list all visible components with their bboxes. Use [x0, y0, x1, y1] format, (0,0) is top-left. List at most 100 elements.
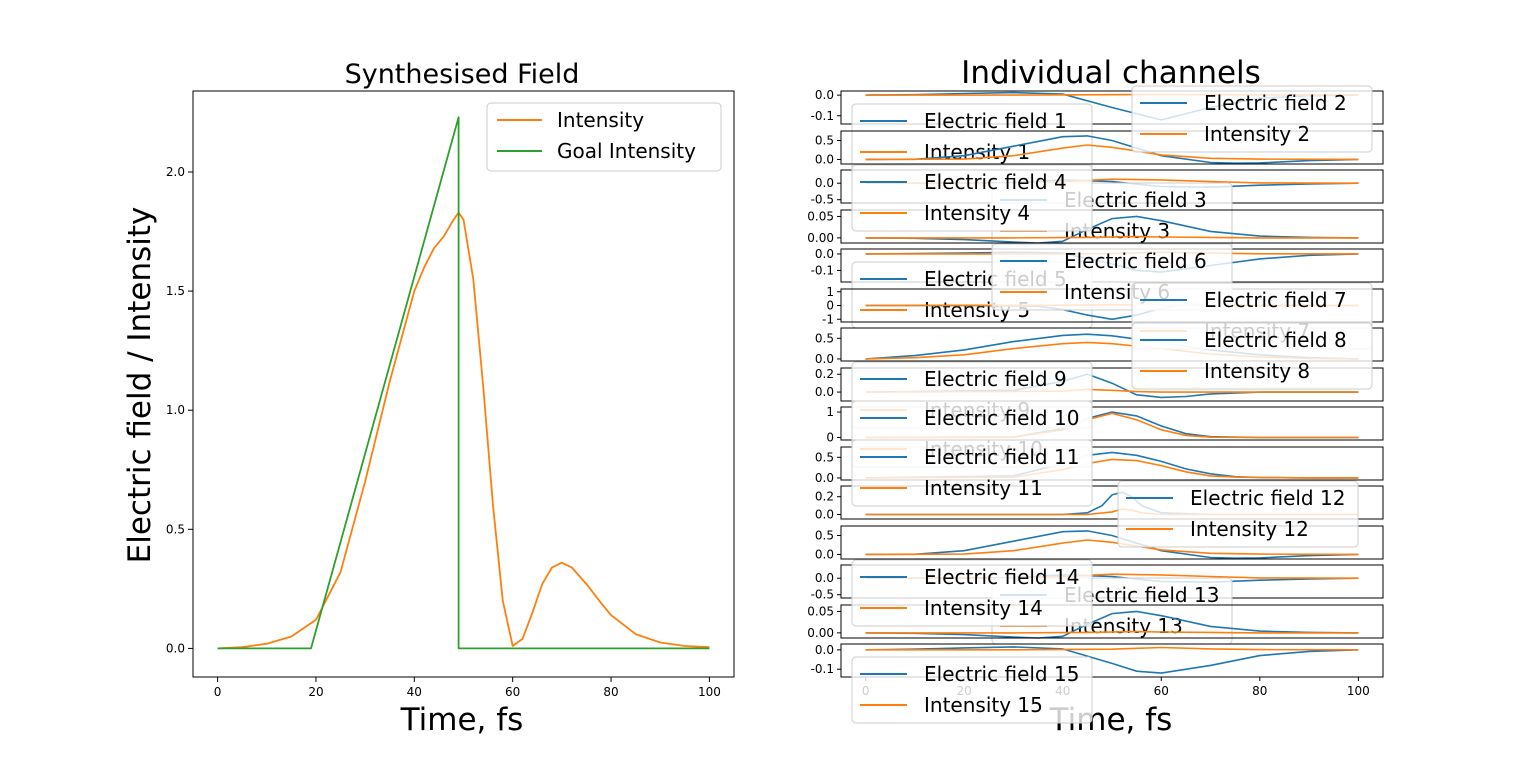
- channel-frame-4: [840, 209, 1384, 244]
- legend-box: [1117, 480, 1359, 548]
- series-line-0: [217, 211, 710, 650]
- y-tick-label: 0.2: [815, 367, 834, 381]
- channel-frame-2: [840, 130, 1384, 165]
- x-tick-label: 60: [505, 685, 520, 699]
- left-legend-box: [486, 102, 722, 172]
- y-tick-label: -0.5: [811, 193, 834, 207]
- channel-14: 0.05 0.00: [807, 604, 1384, 640]
- series-line-1: [217, 116, 710, 650]
- y-tick-label: 0: [826, 430, 834, 444]
- legend-label-efield: Electric field 12: [1190, 486, 1345, 510]
- intensity-line-12: [865, 539, 1359, 556]
- y-tick-label: 0.00: [807, 231, 834, 245]
- y-tick-label: 0.5: [166, 522, 185, 536]
- y-tick-label: 0.0: [815, 571, 834, 585]
- y-tick-label: -0.1: [811, 662, 834, 676]
- y-tick-label: 0.05: [807, 604, 834, 618]
- legend-box: [851, 559, 1093, 627]
- channel-frame-14: [840, 604, 1384, 639]
- legend-box: [1131, 85, 1373, 153]
- channel-legend-15: Electric field 15 Intensity 15: [851, 656, 1093, 724]
- intensity-line-4: [865, 235, 1359, 239]
- legend-label-efield: Electric field 15: [924, 662, 1079, 686]
- legend-box: [1131, 322, 1373, 390]
- y-tick-label: 0.2: [815, 490, 834, 504]
- channel-8: 0.20.0: [815, 367, 1384, 402]
- intensity-line-14: [865, 630, 1359, 634]
- y-tick-label: 0.5: [815, 331, 834, 345]
- channel-frame-8: [840, 367, 1384, 402]
- y-tick-label: 0.0: [815, 352, 834, 366]
- left-chart-ylabel: Electric field / Intensity: [122, 207, 158, 564]
- intensity-line-2: [865, 144, 1359, 161]
- x-tick-label: 80: [1252, 684, 1267, 698]
- legend-label-intensity: Intensity 4: [924, 201, 1030, 225]
- left-plot-frame: [192, 90, 735, 678]
- legend-box: [851, 656, 1093, 724]
- x-tick-label: 20: [308, 685, 323, 699]
- channel-legend-12: Electric field 12 Intensity 12: [1117, 480, 1359, 548]
- channel-2: 0.50.0: [815, 130, 1384, 166]
- legend-box: [851, 164, 1093, 232]
- channel-legend-2: Electric field 2 Intensity 2: [1131, 85, 1373, 153]
- legend-label-efield: Electric field 6: [1064, 249, 1207, 273]
- legend-label-efield: Electric field 10: [924, 406, 1079, 430]
- y-tick-label: -0.1: [811, 263, 834, 277]
- channel-legend-4: Electric field 4 Intensity 4: [851, 164, 1093, 232]
- left-chart-xlabel: Time, fs: [400, 702, 524, 738]
- y-tick-label: 0.0: [815, 643, 834, 657]
- legend-label-intensity: Intensity 11: [924, 476, 1043, 500]
- legend-label-intensity: Intensity 12: [1190, 517, 1309, 541]
- x-tick-label: 100: [698, 685, 721, 699]
- y-tick-label: 0.0: [815, 508, 834, 522]
- legend-label-efield: Electric field 14: [924, 565, 1079, 589]
- y-tick-label: 2.0: [166, 165, 185, 179]
- y-tick-label: 0.0: [815, 385, 834, 399]
- y-tick-label: 0.0: [815, 547, 834, 561]
- y-tick-label: 0.0: [815, 471, 834, 485]
- channel-legend-8: Electric field 8 Intensity 8: [1131, 322, 1373, 390]
- legend-label-intensity: Intensity 1: [924, 140, 1030, 164]
- channel-frame-10: [840, 446, 1384, 481]
- legend-label-efield: Electric field 7: [1204, 288, 1347, 312]
- efield-line-4: [865, 215, 1359, 244]
- legend-label-intensity: Intensity 2: [1204, 122, 1310, 146]
- legend-label-efield: Electric field 9: [924, 367, 1067, 391]
- legend-label-intensity: Intensity 8: [1204, 359, 1310, 383]
- y-tick-label: 1.5: [166, 284, 185, 298]
- y-tick-label: 0.0: [815, 88, 834, 102]
- x-tick-label: 60: [1154, 684, 1169, 698]
- y-tick-label: -0.5: [811, 588, 834, 602]
- x-tick-label: 40: [407, 685, 422, 699]
- legend-label-0: Intensity: [557, 108, 644, 132]
- y-tick-label: 1.0: [166, 403, 185, 417]
- channel-frame-1: [840, 90, 1384, 125]
- legend-label-efield: Electric field 4: [924, 170, 1067, 194]
- legend-label-efield: Electric field 1: [924, 109, 1067, 133]
- x-tick-label: 100: [1347, 684, 1370, 698]
- y-tick-label: 0: [826, 299, 834, 313]
- efield-line-2: [865, 135, 1359, 165]
- x-tick-label: 80: [603, 685, 618, 699]
- legend-label-efield: Electric field 11: [924, 445, 1079, 469]
- y-tick-label: 0.5: [815, 450, 834, 464]
- channel-frame-15: [840, 643, 1384, 678]
- x-tick-label: 0: [214, 685, 222, 699]
- legend-box: [851, 439, 1093, 507]
- channel-frame-11: [840, 485, 1384, 520]
- y-tick-label: 0.0: [815, 152, 834, 166]
- y-tick-label: 0.0: [815, 176, 834, 190]
- y-tick-label: 1: [826, 285, 834, 299]
- left-chart: 0 20 40 60 80 100 0.0 0.5 1.0 1.5 2.0 Intensity Goal…: [166, 90, 735, 699]
- y-tick-label: 1: [826, 405, 834, 419]
- y-tick-label: 0.00: [807, 626, 834, 640]
- channel-frame-7: [840, 327, 1384, 362]
- y-tick-label: 0.5: [815, 528, 834, 542]
- left-chart-title: Synthesised Field: [345, 59, 580, 90]
- legend-label-intensity: Intensity 15: [924, 693, 1043, 717]
- efield-line-12: [865, 530, 1359, 560]
- channel-4: 0.05 0.00: [807, 209, 1384, 245]
- channel-frame-12: [840, 525, 1384, 560]
